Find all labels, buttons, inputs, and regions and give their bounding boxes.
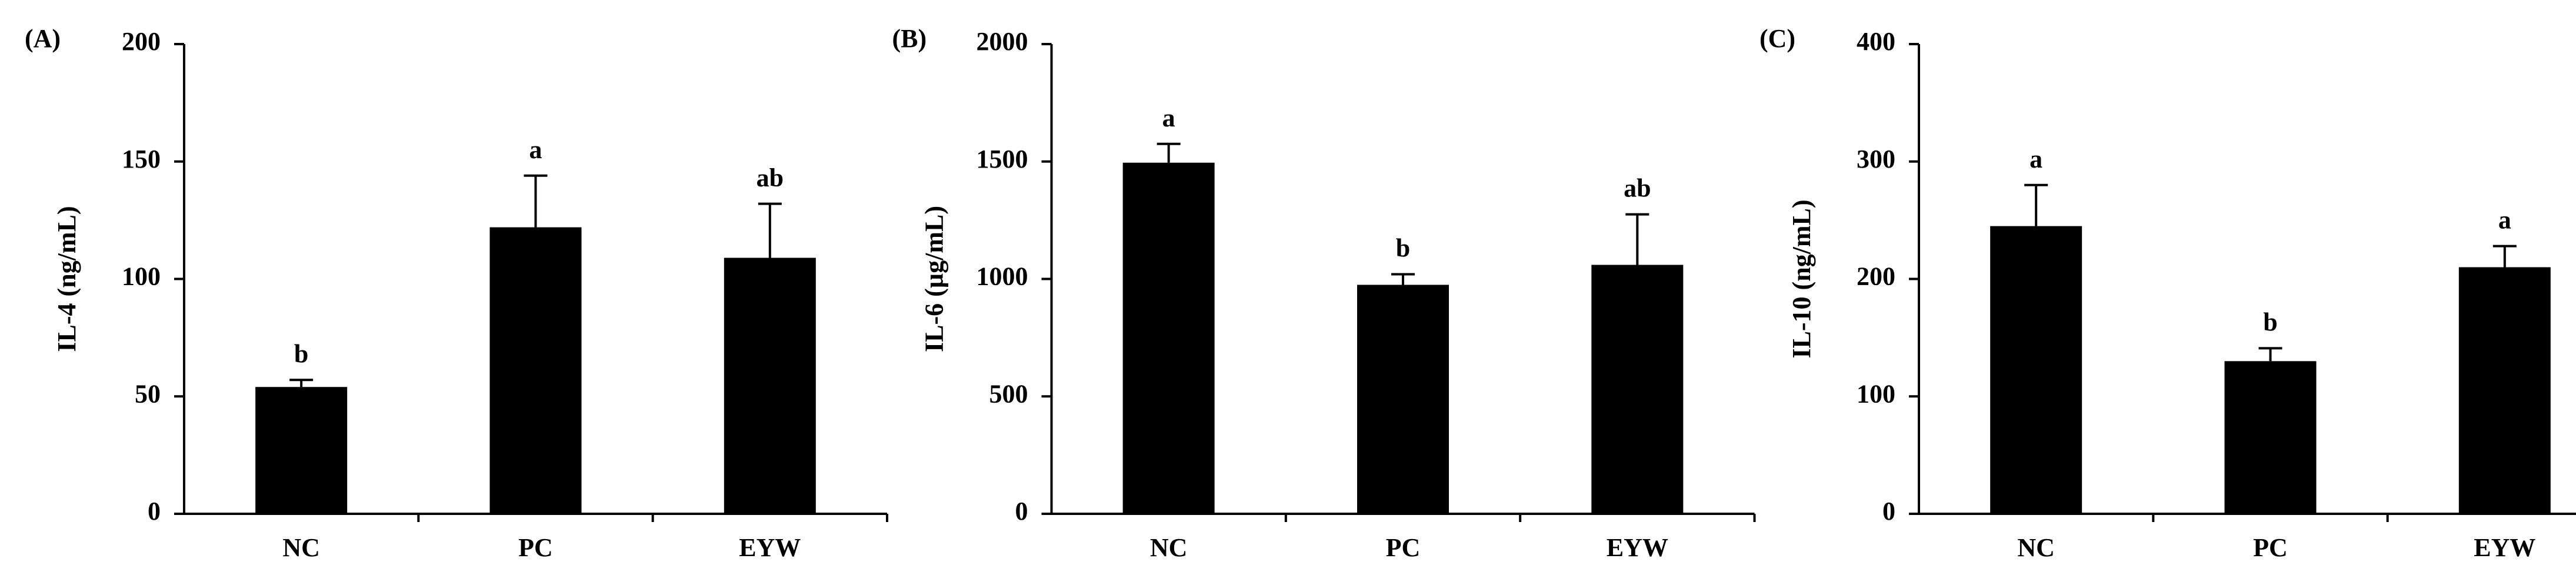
x-tick-label: EYW <box>1607 533 1668 562</box>
y-tick-label: 0 <box>1015 497 1028 526</box>
x-tick-label: NC <box>282 533 320 562</box>
y-axis-label: IL-10 (ng/mL) <box>1787 199 1816 358</box>
annotation: a <box>2498 206 2511 235</box>
annotation: a <box>2030 145 2042 173</box>
annotation: a <box>1162 103 1175 132</box>
x-tick-label: EYW <box>739 533 801 562</box>
x-tick-label: PC <box>2253 533 2288 562</box>
error-bar <box>1391 273 1415 285</box>
error-bar <box>1157 142 1181 163</box>
bar <box>255 387 348 514</box>
y-tick-label: 150 <box>122 145 161 173</box>
bar <box>1591 265 1684 514</box>
panel-label: (A) <box>25 24 61 53</box>
y-axis-label: IL-4 (ng/mL) <box>52 206 81 352</box>
y-tick-label: 0 <box>148 497 161 526</box>
panel-label: (B) <box>892 24 927 53</box>
annotation: b <box>1396 234 1410 263</box>
y-tick-label: 1500 <box>977 145 1028 173</box>
bar <box>724 257 816 514</box>
bar <box>1357 285 1449 514</box>
annotation: ab <box>757 163 784 192</box>
bar <box>1122 162 1215 514</box>
y-axis-label: IL-6 (µg/mL) <box>920 206 949 352</box>
y-tick-label: 1000 <box>977 262 1028 291</box>
y-tick-label: 200 <box>122 27 161 56</box>
annotation: a <box>529 135 542 164</box>
error-bar <box>2492 245 2517 267</box>
y-tick-label: 400 <box>1857 27 1895 56</box>
bar <box>489 227 582 514</box>
x-tick-label: EYW <box>2474 533 2535 562</box>
y-tick-label: 300 <box>1857 145 1895 173</box>
y-tick-label: 50 <box>135 379 161 408</box>
x-tick-label: PC <box>1386 533 1421 562</box>
y-tick-label: 0 <box>1882 497 1895 526</box>
y-tick-label: 100 <box>1857 379 1895 408</box>
error-bar <box>2258 347 2282 362</box>
y-tick-label: 100 <box>122 262 161 291</box>
error-bar <box>524 174 548 228</box>
annotation: ab <box>1624 174 1651 203</box>
error-bar <box>289 379 314 387</box>
bar <box>2224 361 2317 514</box>
bar <box>2458 267 2551 514</box>
error-bar <box>2024 183 2048 226</box>
annotation: b <box>294 339 308 368</box>
x-tick-label: NC <box>2017 533 2055 562</box>
annotation: b <box>2263 307 2277 336</box>
error-bar <box>758 202 782 258</box>
y-tick-label: 200 <box>1857 262 1895 291</box>
x-tick-label: PC <box>518 533 553 562</box>
error-bar <box>1625 213 1649 265</box>
bar <box>1990 226 2082 514</box>
y-tick-label: 500 <box>989 379 1028 408</box>
y-tick-label: 2000 <box>977 27 1028 56</box>
panel-label: (C) <box>1759 24 1795 53</box>
x-tick-label: NC <box>1150 533 1188 562</box>
